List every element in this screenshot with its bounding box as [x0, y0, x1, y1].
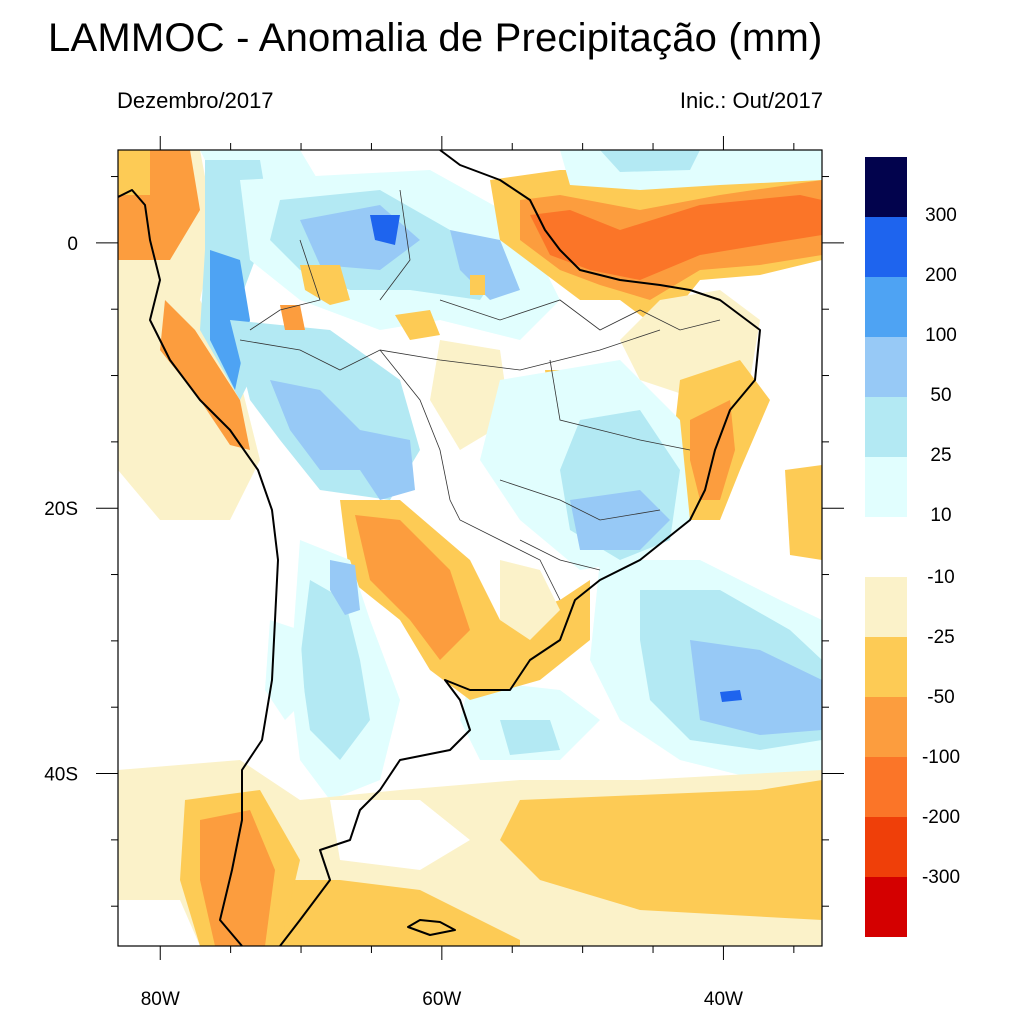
legend-swatch: [865, 697, 907, 757]
anomaly-patch: [720, 690, 742, 702]
legend-label: 50: [930, 385, 952, 406]
anomaly-patch: [355, 515, 470, 660]
anomaly-patch: [118, 150, 150, 195]
anomaly-patch: [200, 810, 275, 946]
legend-swatch: [865, 577, 907, 637]
legend-label: 10: [930, 505, 952, 526]
anomaly-patch: [370, 215, 400, 245]
anomaly-patch: [300, 580, 370, 760]
axis-ticks: [96, 136, 844, 960]
legend-label: 100: [925, 325, 957, 346]
legend-label: 200: [925, 265, 957, 286]
anomaly-patch: [530, 195, 822, 280]
axis-tick-labels: 80W 60W 40W 0 20S 40S: [44, 234, 743, 1010]
legend-label: -300: [921, 867, 961, 888]
anomaly-patch: [360, 430, 415, 500]
anomaly-patch: [280, 305, 305, 330]
legend-label: -25: [927, 627, 955, 648]
subtitle-init: Inic.: Out/2017: [679, 88, 823, 113]
lon-tick-label: 60W: [422, 989, 461, 1010]
anomaly-field: [118, 150, 822, 946]
legend-label: -100: [921, 747, 961, 768]
legend-swatch: [865, 877, 907, 937]
anomaly-patch: [785, 465, 822, 560]
legend-swatch: [865, 817, 907, 877]
anomaly-patch: [330, 560, 360, 615]
legend-swatch: [865, 157, 907, 217]
legend-swatch: [865, 457, 907, 517]
anomaly-patch: [690, 640, 822, 735]
legend-swatch: [865, 337, 907, 397]
coastline: [117, 149, 761, 947]
legend-label: -200: [921, 807, 961, 828]
anomaly-patch: [570, 490, 670, 550]
legend-label: 25: [930, 445, 952, 466]
legend-swatch: [865, 277, 907, 337]
anomaly-patch: [160, 300, 250, 450]
legend-label: -50: [927, 687, 955, 708]
anomaly-patch: [600, 150, 700, 172]
lon-tick-label: 80W: [141, 989, 180, 1010]
anomaly-patch: [300, 265, 350, 305]
legend-swatch: [865, 757, 907, 817]
lon-tick-label: 40W: [704, 989, 743, 1010]
legend-swatch: [865, 217, 907, 277]
anomaly-patch: [500, 560, 560, 640]
anomaly-patch: [470, 275, 485, 295]
lat-tick-label: 0: [67, 234, 78, 255]
legend-swatch: [865, 637, 907, 697]
anomaly-patch: [395, 310, 440, 340]
anomaly-patch: [500, 720, 560, 755]
map-frame: [117, 149, 823, 947]
legend-label: 300: [925, 205, 957, 226]
legend-swatch: [865, 397, 907, 457]
legend-label: -10: [927, 567, 955, 588]
lat-tick-label: 20S: [44, 499, 78, 520]
subtitle-month: Dezembro/2017: [117, 88, 274, 113]
chart-title: LAMMOC - Anomalia de Precipitação (mm): [48, 16, 823, 60]
anomaly-patch: [118, 900, 200, 946]
anomaly-patch: [330, 800, 470, 870]
anomaly-patch: [500, 780, 822, 920]
anomaly-patch: [265, 620, 305, 720]
anomaly-patch: [450, 230, 520, 300]
political-borders: [239, 189, 721, 601]
lat-tick-label: 40S: [44, 765, 78, 786]
anomaly-patch: [270, 380, 360, 470]
